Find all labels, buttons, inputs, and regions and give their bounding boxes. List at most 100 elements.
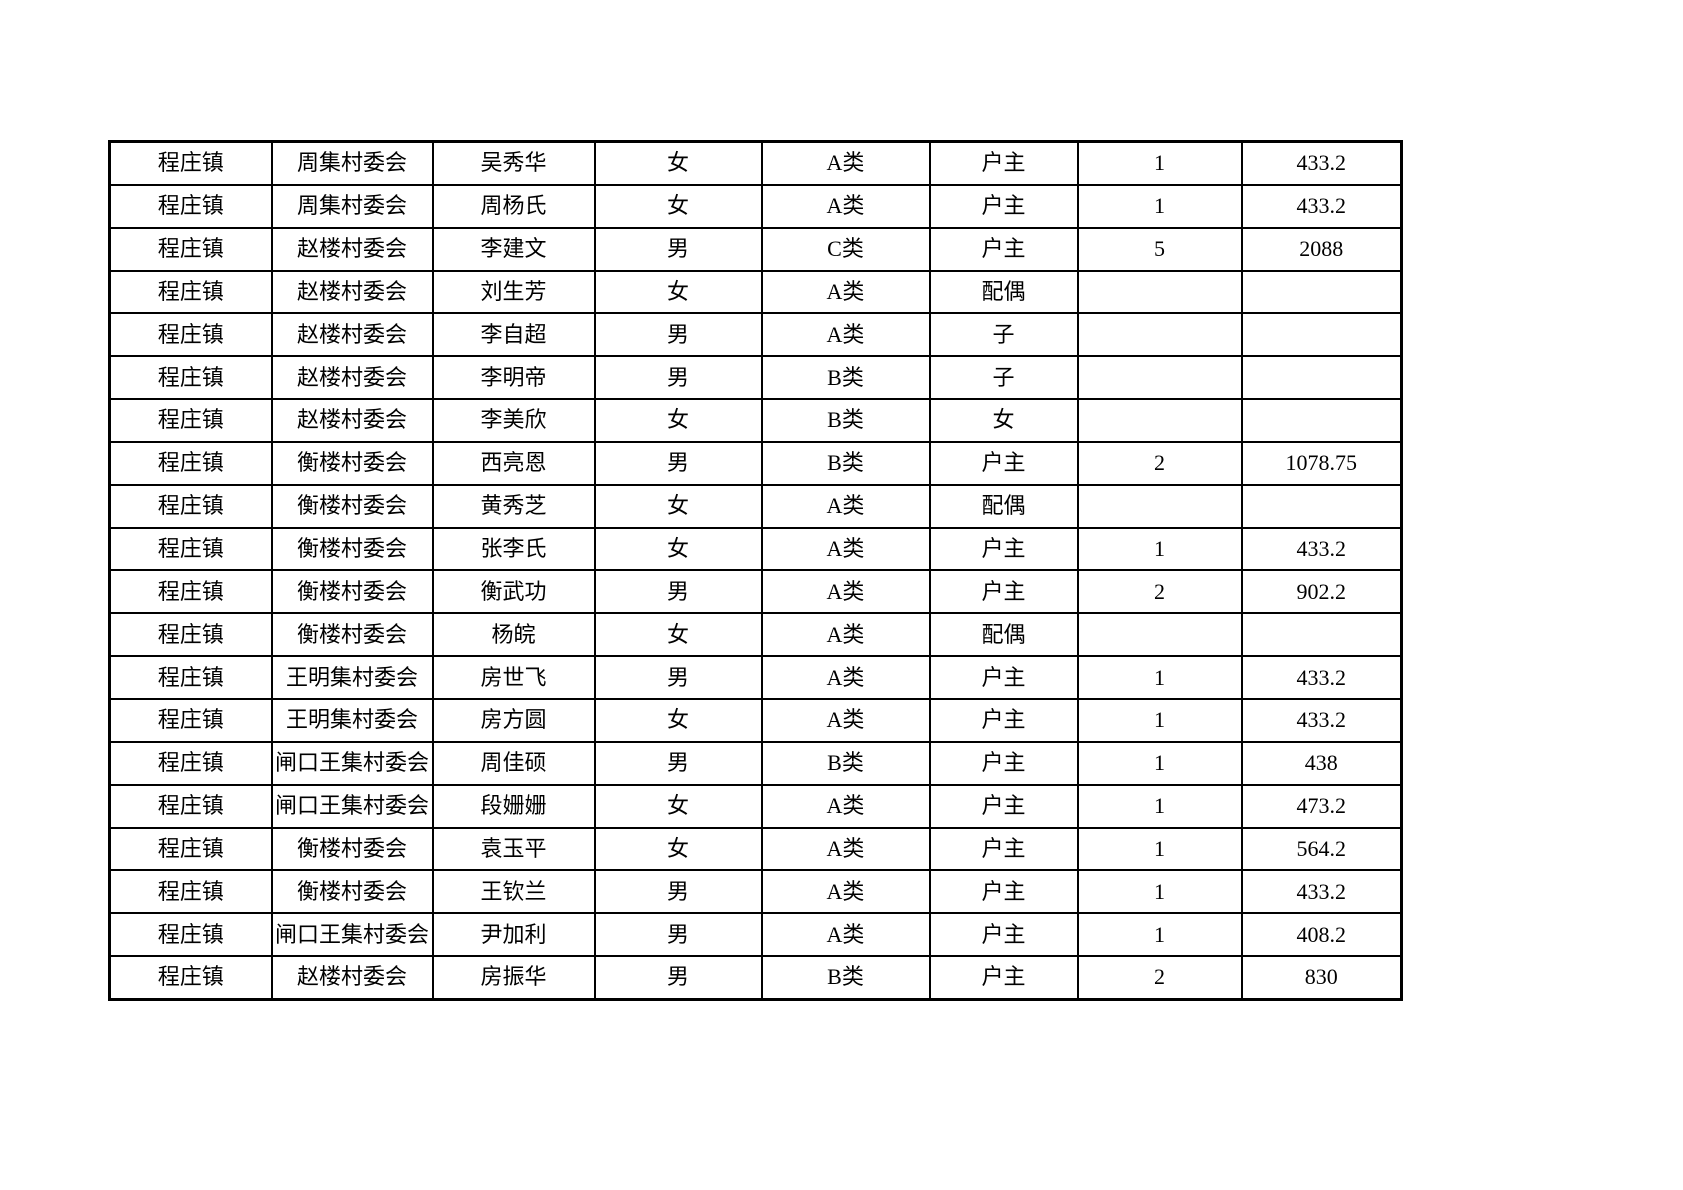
- table-row: 程庄镇 周集村委会 吴秀华女 A类 户主 1 433.2: [108, 140, 1403, 186]
- cell-category: B类: [760, 740, 931, 786]
- cell-gender: 女: [593, 269, 763, 315]
- cell-gender: 女: [593, 697, 763, 743]
- cell-person-name: 房振华: [431, 955, 596, 1001]
- cell-town: 程庄镇: [108, 355, 273, 401]
- cell-town: 程庄镇: [108, 440, 273, 486]
- table-row: 程庄镇 闸口王集村委会 周佳硕男 B类 户主 1 438: [108, 740, 1403, 786]
- cell-town: 程庄镇: [108, 312, 273, 358]
- cell-amount: [1240, 269, 1403, 315]
- cell-person-name: 李美欣: [431, 398, 596, 443]
- cell-town: 程庄镇: [108, 569, 273, 615]
- cell-gender: 男: [593, 312, 763, 358]
- cell-person-name: 段姗姗: [431, 783, 596, 829]
- cell-person-name: 西亮恩: [431, 440, 596, 486]
- table-row: 程庄镇 赵楼村委会 李明帝男 B类子: [108, 355, 1403, 401]
- cell-category: A类: [760, 783, 931, 829]
- cell-amount: 433.2: [1240, 183, 1403, 229]
- cell-town: 程庄镇: [108, 183, 273, 229]
- cell-person-name: 房世飞: [431, 655, 596, 700]
- cell-count: 1: [1076, 655, 1243, 700]
- cell-count: 1: [1076, 912, 1243, 958]
- cell-town: 程庄镇: [108, 140, 273, 186]
- cell-person-name: 李建文: [431, 226, 596, 272]
- cell-amount: [1240, 355, 1403, 401]
- cell-relation: 户主: [928, 697, 1079, 743]
- cell-gender: 男: [593, 869, 763, 915]
- cell-count: 1: [1076, 526, 1243, 572]
- cell-village: 闸口王集村委会: [270, 912, 434, 958]
- cell-person-name: 杨皖: [431, 612, 596, 658]
- cell-town: 程庄镇: [108, 697, 273, 743]
- cell-person-name: 王钦兰: [431, 869, 596, 915]
- cell-person-name: 刘生芳: [431, 269, 596, 315]
- cell-person-name: 张李氏: [431, 526, 596, 572]
- cell-village: 衡楼村委会: [270, 826, 434, 872]
- cell-count: 1: [1076, 697, 1243, 743]
- cell-count: 2: [1076, 569, 1243, 615]
- cell-relation: 子: [928, 312, 1079, 358]
- cell-count: 5: [1076, 226, 1243, 272]
- cell-category: A类: [760, 655, 931, 700]
- cell-gender: 女: [593, 526, 763, 572]
- cell-village: 赵楼村委会: [270, 312, 434, 358]
- cell-person-name: 周杨氏: [431, 183, 596, 229]
- table-row: 程庄镇 闸口王集村委会 段姗姗女 A类 户主 1 473.2: [108, 783, 1403, 829]
- cell-town: 程庄镇: [108, 783, 273, 829]
- table-row: 程庄镇 赵楼村委会 李美欣女 B类女: [108, 398, 1403, 443]
- cell-gender: 女: [593, 398, 763, 443]
- cell-amount: 473.2: [1240, 783, 1403, 829]
- cell-town: 程庄镇: [108, 740, 273, 786]
- cell-relation: 户主: [928, 912, 1079, 958]
- cell-relation: 户主: [928, 140, 1079, 186]
- cell-amount: 433.2: [1240, 526, 1403, 572]
- cell-town: 程庄镇: [108, 269, 273, 315]
- cell-category: A类: [760, 269, 931, 315]
- cell-relation: 户主: [928, 526, 1079, 572]
- cell-amount: 433.2: [1240, 697, 1403, 743]
- cell-count: [1076, 269, 1243, 315]
- cell-gender: 女: [593, 183, 763, 229]
- cell-amount: [1240, 612, 1403, 658]
- cell-village: 赵楼村委会: [270, 398, 434, 443]
- cell-amount: 433.2: [1240, 655, 1403, 700]
- cell-relation: 户主: [928, 226, 1079, 272]
- cell-count: 2: [1076, 440, 1243, 486]
- cell-town: 程庄镇: [108, 955, 273, 1001]
- cell-village: 闸口王集村委会: [270, 740, 434, 786]
- cell-count: 2: [1076, 955, 1243, 1001]
- cell-amount: 433.2: [1240, 869, 1403, 915]
- cell-relation: 配偶: [928, 612, 1079, 658]
- cell-category: A类: [760, 826, 931, 872]
- cell-gender: 男: [593, 569, 763, 615]
- cell-relation: 户主: [928, 826, 1079, 872]
- cell-village: 衡楼村委会: [270, 526, 434, 572]
- cell-category: B类: [760, 440, 931, 486]
- table-row: 程庄镇 衡楼村委会 杨皖女 A类 配偶: [108, 612, 1403, 658]
- cell-relation: 户主: [928, 740, 1079, 786]
- cell-amount: [1240, 398, 1403, 443]
- cell-count: 1: [1076, 783, 1243, 829]
- cell-gender: 女: [593, 140, 763, 186]
- table-row: 程庄镇 赵楼村委会 李建文男 C类 户主 5 2088: [108, 226, 1403, 272]
- cell-person-name: 袁玉平: [431, 826, 596, 872]
- cell-category: A类: [760, 183, 931, 229]
- cell-relation: 女: [928, 398, 1079, 443]
- table-row: 程庄镇 衡楼村委会 袁玉平女 A类 户主 1 564.2: [108, 826, 1403, 872]
- table-row: 程庄镇 衡楼村委会 张李氏女 A类 户主 1 433.2: [108, 526, 1403, 572]
- cell-town: 程庄镇: [108, 398, 273, 443]
- table-row: 程庄镇 赵楼村委会 李自超男 A类子: [108, 312, 1403, 358]
- cell-gender: 男: [593, 955, 763, 1001]
- cell-relation: 户主: [928, 183, 1079, 229]
- cell-village: 赵楼村委会: [270, 226, 434, 272]
- cell-village: 衡楼村委会: [270, 440, 434, 486]
- cell-town: 程庄镇: [108, 912, 273, 958]
- cell-count: 1: [1076, 826, 1243, 872]
- cell-person-name: 吴秀华: [431, 140, 596, 186]
- cell-relation: 户主: [928, 440, 1079, 486]
- cell-amount: 408.2: [1240, 912, 1403, 958]
- table-row: 程庄镇 周集村委会 周杨氏女 A类 户主 1 433.2: [108, 183, 1403, 229]
- cell-person-name: 李自超: [431, 312, 596, 358]
- cell-amount: 902.2: [1240, 569, 1403, 615]
- cell-relation: 户主: [928, 655, 1079, 700]
- cell-gender: 男: [593, 440, 763, 486]
